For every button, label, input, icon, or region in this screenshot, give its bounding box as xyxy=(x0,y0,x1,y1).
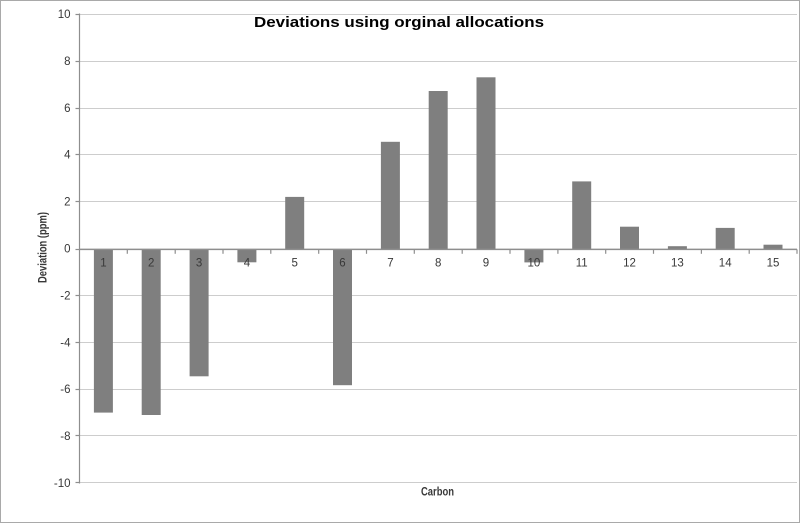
svg-text:14: 14 xyxy=(719,258,732,270)
svg-text:Deviation (ppm): Deviation (ppm) xyxy=(38,212,50,283)
svg-text:-8: -8 xyxy=(60,431,70,443)
svg-text:2: 2 xyxy=(64,197,70,209)
svg-text:4: 4 xyxy=(64,150,71,162)
svg-text:-2: -2 xyxy=(60,290,70,302)
svg-text:10: 10 xyxy=(528,258,541,270)
svg-text:10: 10 xyxy=(58,9,71,21)
svg-text:12: 12 xyxy=(623,258,636,270)
svg-text:-10: -10 xyxy=(54,478,71,490)
svg-text:7: 7 xyxy=(387,258,393,270)
svg-text:5: 5 xyxy=(291,258,297,270)
svg-text:1: 1 xyxy=(100,258,106,270)
svg-text:4: 4 xyxy=(244,258,251,270)
svg-text:3: 3 xyxy=(196,258,202,270)
svg-text:6: 6 xyxy=(339,258,345,270)
svg-text:15: 15 xyxy=(767,258,780,270)
svg-text:0: 0 xyxy=(64,244,70,256)
svg-text:2: 2 xyxy=(148,258,154,270)
svg-text:8: 8 xyxy=(64,56,70,68)
svg-text:8: 8 xyxy=(435,258,441,270)
svg-text:-4: -4 xyxy=(60,337,71,349)
svg-text:6: 6 xyxy=(64,103,70,115)
svg-text:-6: -6 xyxy=(60,384,70,396)
svg-text:11: 11 xyxy=(576,258,588,270)
svg-text:Deviations using orginal alloc: Deviations using orginal allocations xyxy=(254,14,544,31)
svg-text:9: 9 xyxy=(483,258,489,270)
svg-text:13: 13 xyxy=(671,258,684,270)
svg-text:Carbon: Carbon xyxy=(421,487,454,499)
